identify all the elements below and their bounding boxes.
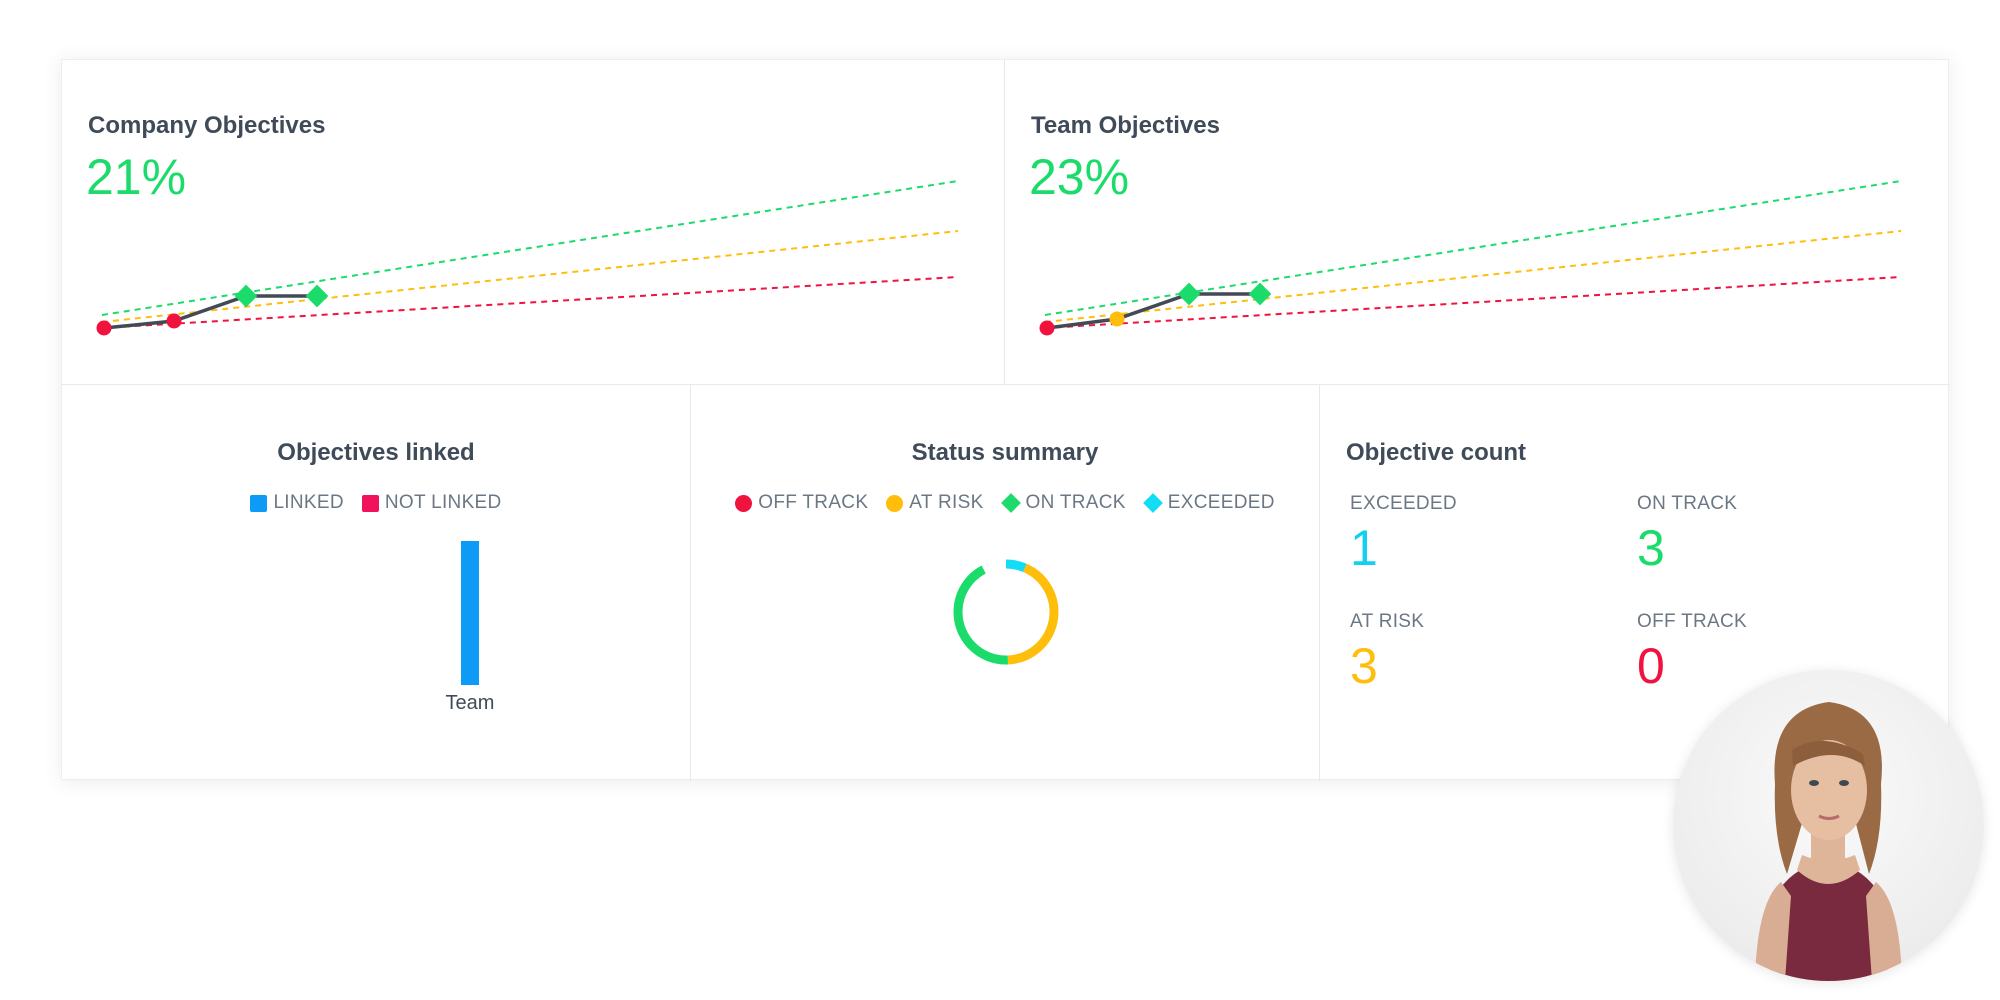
- count-at-risk[interactable]: AT RISK 3: [1350, 611, 1424, 695]
- objective-count-panel: Objective count EXCEEDED 1 ON TRACK 3 AT…: [1320, 385, 1950, 781]
- progress-point[interactable]: [1248, 282, 1272, 306]
- at-risk-circle-icon: [886, 494, 904, 512]
- progress-point[interactable]: [166, 313, 182, 329]
- objectives-linked-title: Objectives linked: [277, 439, 475, 466]
- count-label: AT RISK: [1350, 611, 1425, 632]
- not-linked-swatch-icon: [361, 494, 379, 512]
- donut-slice-on-track[interactable]: [953, 559, 1059, 665]
- exceeded-diamond-icon: [1142, 493, 1163, 513]
- presenter-photo: [1755, 702, 1902, 981]
- progress-point[interactable]: [1177, 282, 1201, 306]
- count-label: EXCEEDED: [1350, 493, 1457, 514]
- on-track-guide-line: [101, 180, 959, 316]
- team-objectives-panel[interactable]: Team Objectives 23%: [1005, 60, 1950, 385]
- company-objectives-title: Company Objectives: [88, 112, 326, 139]
- progress-point[interactable]: [96, 320, 112, 336]
- team-objectives-title: Team Objectives: [1031, 112, 1220, 139]
- okr-dashboard: Company Objectives 21% Team Objectives 2…: [61, 59, 1950, 781]
- on-track-diamond-icon: [1000, 493, 1021, 513]
- legend-item-not-linked[interactable]: NOT LINKED: [361, 492, 502, 514]
- legend-item-at-risk[interactable]: AT RISK: [886, 492, 983, 514]
- count-value: 3: [1350, 638, 1378, 694]
- bar-team-linked[interactable]: [461, 541, 479, 685]
- count-on-track[interactable]: ON TRACK 3: [1637, 493, 1737, 577]
- off-track-guide-line: [1044, 276, 1902, 329]
- donut-slice-exceeded[interactable]: [953, 559, 1059, 665]
- progress-point[interactable]: [234, 284, 258, 308]
- objective-count-title: Objective count: [1346, 439, 1527, 466]
- progress-point[interactable]: [1039, 320, 1055, 336]
- status-summary-legend: OFF TRACK AT RISK ON TRACK EXCEEDED: [691, 492, 1319, 514]
- status-donut-chart: [953, 559, 1059, 665]
- company-objectives-percent: 21%: [86, 149, 187, 205]
- legend-label: OFF TRACK: [758, 492, 869, 513]
- status-summary-title: Status summary: [911, 439, 1099, 466]
- legend-label: NOT LINKED: [384, 492, 502, 513]
- legend-label: AT RISK: [909, 492, 984, 513]
- donut-slice-at-risk[interactable]: [953, 559, 1059, 665]
- progress-line: [103, 294, 317, 330]
- objectives-linked-legend: LINKED NOT LINKED: [62, 492, 690, 514]
- legend-label: EXCEEDED: [1167, 492, 1275, 513]
- status-summary-panel[interactable]: Status summary OFF TRACK AT RISK ON TRAC…: [691, 385, 1320, 781]
- linked-swatch-icon: [250, 494, 268, 512]
- legend-label: LINKED: [273, 492, 344, 513]
- at-risk-guide-line: [101, 230, 959, 323]
- count-off-track[interactable]: OFF TRACK 0: [1637, 611, 1747, 695]
- company-objectives-trend-chart: [96, 180, 959, 336]
- on-track-guide-line: [1044, 180, 1902, 316]
- bar-category-label: Team: [445, 692, 495, 714]
- legend-item-on-track[interactable]: ON TRACK: [1000, 492, 1126, 514]
- legend-item-off-track[interactable]: OFF TRACK: [735, 492, 868, 514]
- legend-item-exceeded[interactable]: EXCEEDED: [1142, 492, 1275, 514]
- count-label: ON TRACK: [1637, 493, 1738, 514]
- progress-point[interactable]: [305, 284, 329, 308]
- count-value: 0: [1637, 638, 1665, 694]
- at-risk-guide-line: [1044, 230, 1902, 323]
- legend-label: ON TRACK: [1025, 492, 1126, 513]
- legend-item-linked[interactable]: LINKED: [250, 492, 344, 514]
- objectives-linked-panel[interactable]: Objectives linked LINKED NOT LINKED Team: [62, 385, 691, 781]
- count-value: 3: [1637, 520, 1665, 576]
- progress-point[interactable]: [1109, 311, 1125, 327]
- count-value: 1: [1350, 520, 1378, 576]
- team-objectives-trend-chart: [1039, 180, 1902, 336]
- progress-line: [1046, 292, 1260, 330]
- count-label: OFF TRACK: [1637, 611, 1748, 632]
- presenter-avatar: [1673, 670, 1984, 981]
- off-track-circle-icon: [735, 494, 753, 512]
- team-objectives-percent: 23%: [1029, 149, 1130, 205]
- company-objectives-panel[interactable]: Company Objectives 21%: [62, 60, 1005, 385]
- count-exceeded[interactable]: EXCEEDED 1: [1350, 493, 1457, 577]
